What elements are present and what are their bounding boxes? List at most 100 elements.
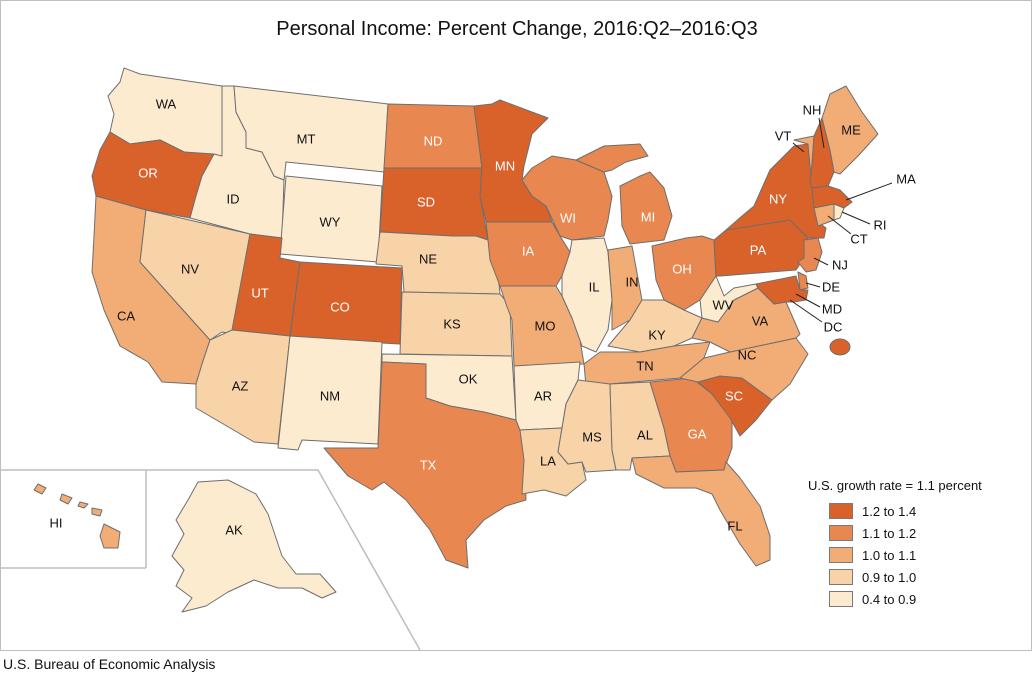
label-ri: RI [874, 217, 887, 232]
leader-vt [792, 142, 805, 153]
label-va: VA [752, 313, 769, 328]
state-tx[interactable] [323, 361, 527, 569]
label-pa: PA [750, 242, 767, 257]
state-ct[interactable] [813, 203, 835, 227]
inset-border [0, 469, 421, 651]
label-ks: KS [443, 316, 461, 331]
legend-title: U.S. growth rate = 1.1 percent [808, 478, 982, 493]
legend-item: 0.4 to 0.9 [808, 588, 1028, 610]
label-wv: WV [713, 297, 734, 312]
label-ut: UT [251, 285, 268, 300]
label-ny: NY [769, 191, 787, 206]
label-ma: MA [896, 171, 916, 186]
label-oh: OH [672, 261, 692, 276]
label-ia: IA [522, 243, 535, 258]
leader-lines [789, 117, 893, 323]
state-labels: WA OR ID MT WY ND SD MN NE CA NV UT CO A… [50, 96, 917, 537]
legend-item: 1.1 to 1.2 [808, 522, 1028, 544]
state-ia[interactable] [485, 221, 571, 287]
label-sc: SC [725, 388, 743, 403]
legend-label: 1.0 to 1.1 [862, 547, 917, 563]
leader-md [795, 293, 821, 308]
legend-label: 1.1 to 1.2 [862, 525, 917, 541]
state-de[interactable] [797, 271, 809, 291]
state-me[interactable] [821, 85, 879, 175]
label-vt: VT [775, 128, 792, 143]
label-de: DE [822, 279, 840, 294]
leader-dc [789, 299, 823, 323]
leader-nj [813, 257, 829, 266]
map-title: Personal Income: Percent Change, 2016:Q2… [276, 18, 758, 40]
label-mi: MI [641, 209, 655, 224]
label-la: LA [540, 453, 556, 468]
label-ga: GA [688, 426, 707, 441]
label-md: MD [822, 301, 842, 316]
leader-ma [845, 182, 893, 201]
state-nm[interactable] [277, 335, 383, 451]
state-fl[interactable] [631, 455, 771, 567]
label-al: AL [637, 427, 653, 442]
label-ca: CA [117, 308, 135, 323]
state-ks[interactable] [399, 291, 513, 357]
label-mn: MN [495, 158, 515, 173]
source-credit: U.S. Bureau of Economic Analysis [3, 656, 216, 672]
state-mo[interactable] [499, 285, 585, 367]
state-hi[interactable] [33, 483, 121, 549]
legend: U.S. growth rate = 1.1 percent 1.2 to 1.… [808, 478, 1028, 610]
label-ky: KY [648, 327, 666, 342]
legend-item: 1.0 to 1.1 [808, 544, 1028, 566]
label-or: OR [138, 165, 158, 180]
leader-nh [818, 117, 825, 149]
legend-item: 1.2 to 1.4 [808, 500, 1028, 522]
state-dc[interactable] [829, 338, 851, 356]
label-co: CO [330, 299, 350, 314]
legend-swatch [829, 547, 853, 563]
label-tx: TX [420, 457, 437, 472]
legend-item: 0.9 to 1.0 [808, 566, 1028, 588]
label-ak: AK [225, 522, 243, 537]
label-me: ME [841, 122, 861, 137]
state-nc[interactable] [679, 337, 809, 401]
label-nm: NM [320, 388, 340, 403]
label-nv: NV [181, 261, 199, 276]
state-il[interactable] [561, 237, 613, 353]
legend-swatch [829, 525, 853, 541]
label-mt: MT [297, 131, 316, 146]
legend-swatch [829, 569, 853, 585]
label-ct: CT [850, 231, 867, 246]
label-il: IL [589, 279, 600, 294]
legend-swatch [829, 503, 853, 519]
label-nd: ND [424, 133, 443, 148]
state-mi[interactable] [575, 143, 673, 245]
leader-ri [841, 211, 871, 225]
leader-de [805, 282, 821, 288]
state-md[interactable] [755, 275, 809, 305]
state-nj[interactable] [797, 237, 823, 273]
label-wa: WA [156, 96, 177, 111]
label-wi: WI [560, 210, 576, 225]
leader-ct [827, 215, 852, 235]
label-mo: MO [535, 318, 556, 333]
label-dc: DC [824, 319, 843, 334]
label-ok: OK [459, 371, 478, 386]
label-fl: FL [727, 518, 742, 533]
legend-swatch [829, 591, 853, 607]
label-nj: NJ [832, 257, 848, 272]
label-sd: SD [417, 194, 435, 209]
label-nh: NH [803, 102, 822, 117]
label-id: ID [227, 191, 240, 206]
legend-label: 1.2 to 1.4 [862, 503, 917, 519]
label-ms: MS [582, 429, 602, 444]
legend-label: 0.4 to 0.9 [862, 591, 917, 607]
state-ri[interactable] [833, 203, 845, 221]
legend-label: 0.9 to 1.0 [862, 569, 917, 585]
label-in: IN [626, 274, 639, 289]
label-tn: TN [636, 358, 653, 373]
label-hi: HI [50, 515, 63, 530]
label-az: AZ [232, 378, 249, 393]
label-ar: AR [534, 388, 552, 403]
state-ak[interactable] [171, 479, 337, 613]
label-nc: NC [738, 347, 757, 362]
label-wy: WY [320, 214, 341, 229]
label-ne: NE [419, 251, 437, 266]
